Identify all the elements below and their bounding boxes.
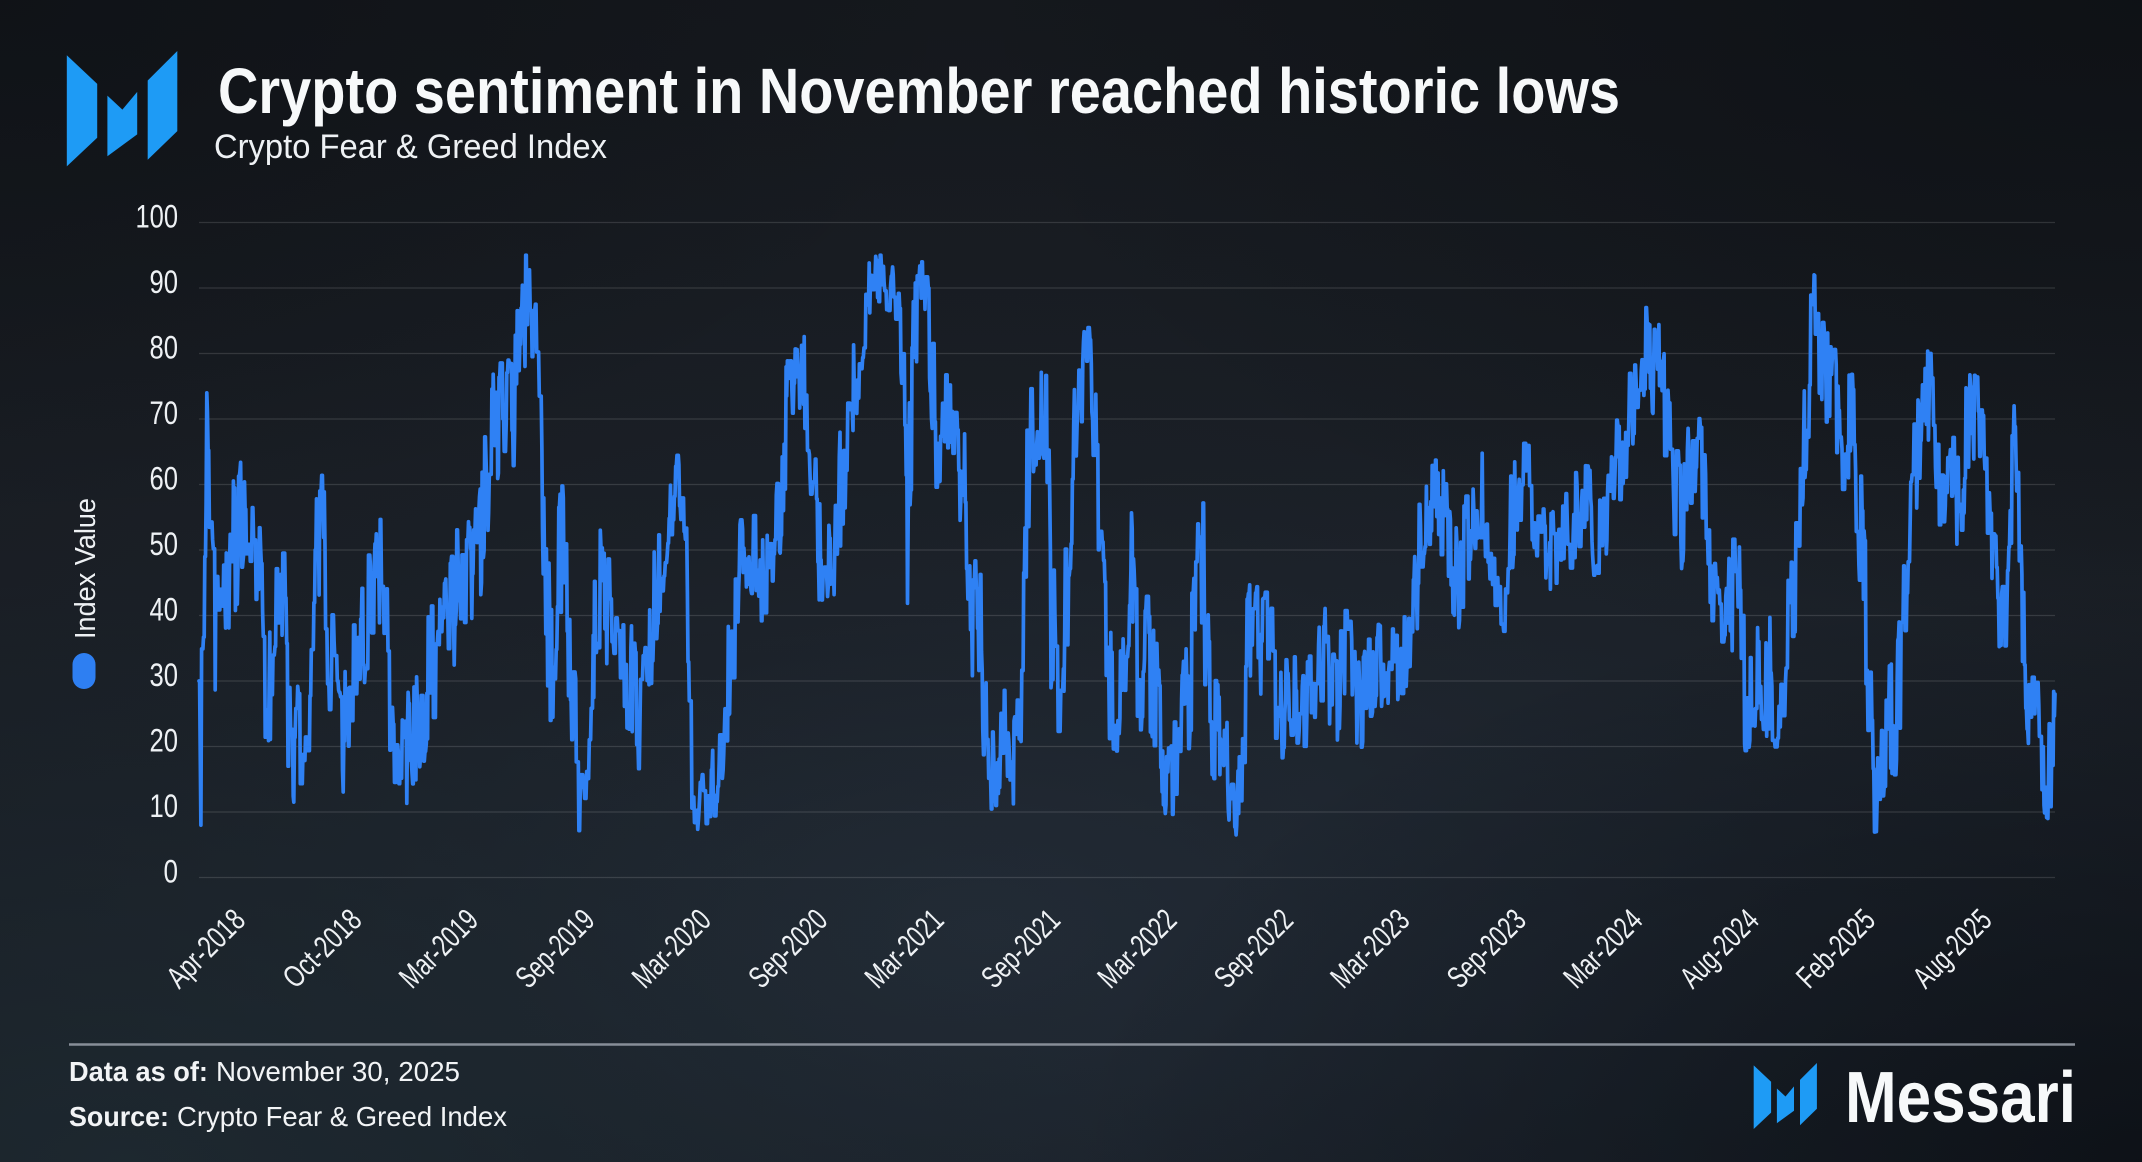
svg-text:90: 90 <box>150 264 179 300</box>
svg-text:20: 20 <box>150 723 179 759</box>
svg-text:November 30, 2025: November 30, 2025 <box>216 1056 460 1087</box>
svg-text:Index Value: Index Value <box>70 498 102 639</box>
svg-text:0: 0 <box>164 854 179 890</box>
svg-text:Crypto sentiment in November r: Crypto sentiment in November reached his… <box>218 55 1620 127</box>
svg-text:30: 30 <box>150 657 179 693</box>
svg-text:100: 100 <box>136 199 179 235</box>
svg-text:70: 70 <box>150 395 179 431</box>
svg-text:10: 10 <box>150 788 179 824</box>
svg-text:50: 50 <box>150 526 179 562</box>
svg-text:60: 60 <box>150 461 179 497</box>
svg-text:Crypto Fear & Greed Index: Crypto Fear & Greed Index <box>214 128 607 166</box>
svg-text:Source:: Source: <box>69 1101 169 1132</box>
svg-text:Crypto Fear & Greed Index: Crypto Fear & Greed Index <box>177 1101 507 1132</box>
svg-text:80: 80 <box>150 330 179 366</box>
svg-text:Messari: Messari <box>1845 1058 2076 1138</box>
svg-text:Data as of:: Data as of: <box>69 1056 208 1087</box>
svg-text:40: 40 <box>150 592 179 628</box>
